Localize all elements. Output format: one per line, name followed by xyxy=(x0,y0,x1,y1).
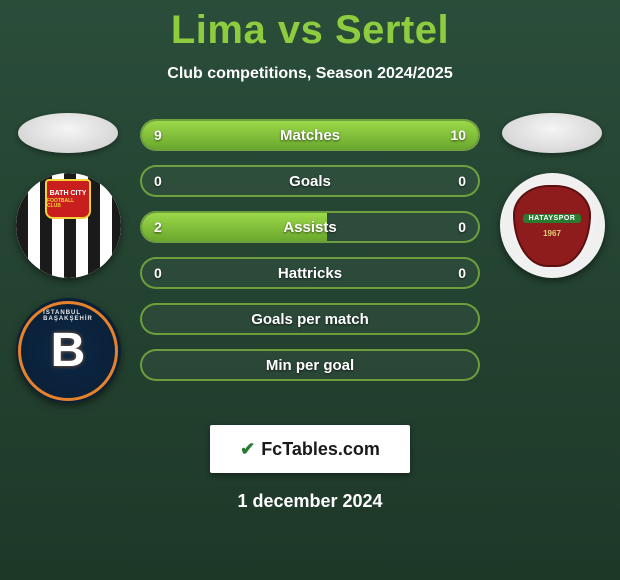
club-crest-hatayspor: HATAYSPOR 1967 xyxy=(500,173,605,278)
right-side: HATAYSPOR 1967 xyxy=(492,113,612,278)
stat-value-left: 9 xyxy=(154,127,162,143)
stat-row: 0 Goals 0 xyxy=(140,165,480,197)
player-left-avatar xyxy=(18,113,118,153)
branding-badge: ✔ FcTables.com xyxy=(210,425,410,473)
stat-value-right: 0 xyxy=(458,219,466,235)
comparison-content: BATH CITY FOOTBALL CLUB ISTANBUL BAŞAKŞE… xyxy=(0,113,620,403)
stat-value-left: 0 xyxy=(154,173,162,189)
stat-row: 0 Hattricks 0 xyxy=(140,257,480,289)
stat-label: Goals per match xyxy=(251,311,369,328)
bathcity-badge: BATH CITY FOOTBALL CLUB xyxy=(45,179,91,219)
stat-label: Assists xyxy=(283,219,336,236)
hatayspor-banner: HATAYSPOR xyxy=(523,214,582,223)
stat-row: Min per goal xyxy=(140,349,480,381)
bathcity-line2: FOOTBALL CLUB xyxy=(47,199,89,209)
stat-label: Min per goal xyxy=(266,357,354,374)
brand-mark-icon: ✔ xyxy=(240,439,255,460)
basaksehir-legend: ISTANBUL BAŞAKŞEHİR xyxy=(43,310,93,322)
club-crest-bathcity: BATH CITY FOOTBALL CLUB xyxy=(16,173,121,278)
basaksehir-ring: ISTANBUL BAŞAKŞEHİR B xyxy=(18,301,118,401)
hatayspor-year: 1967 xyxy=(543,229,561,238)
footer-date: 1 december 2024 xyxy=(0,491,620,512)
stat-row: Goals per match xyxy=(140,303,480,335)
stats-column: 9 Matches 10 0 Goals 0 2 Assists 0 0 Hattricks 0 Goa… xyxy=(140,113,480,381)
stat-value-left: 0 xyxy=(154,265,162,281)
stat-label: Goals xyxy=(289,173,331,190)
stat-value-right: 0 xyxy=(458,173,466,189)
hatayspor-shield: HATAYSPOR 1967 xyxy=(513,185,591,267)
stat-value-right: 0 xyxy=(458,265,466,281)
stat-row: 9 Matches 10 xyxy=(140,119,480,151)
basaksehir-letter: B xyxy=(51,323,86,378)
stat-fill-left xyxy=(142,121,300,149)
left-side: BATH CITY FOOTBALL CLUB ISTANBUL BAŞAKŞE… xyxy=(8,113,128,403)
bathcity-line1: BATH CITY xyxy=(50,190,87,197)
brand-text: FcTables.com xyxy=(261,439,380,460)
page-subtitle: Club competitions, Season 2024/2025 xyxy=(0,65,620,83)
stat-label: Matches xyxy=(280,127,340,144)
stat-row: 2 Assists 0 xyxy=(140,211,480,243)
stat-value-right: 10 xyxy=(450,127,466,143)
stat-value-left: 2 xyxy=(154,219,162,235)
player-right-avatar xyxy=(502,113,602,153)
stat-label: Hattricks xyxy=(278,265,342,282)
page-title: Lima vs Sertel xyxy=(0,0,620,53)
club-crest-basaksehir: ISTANBUL BAŞAKŞEHİR B xyxy=(16,298,121,403)
